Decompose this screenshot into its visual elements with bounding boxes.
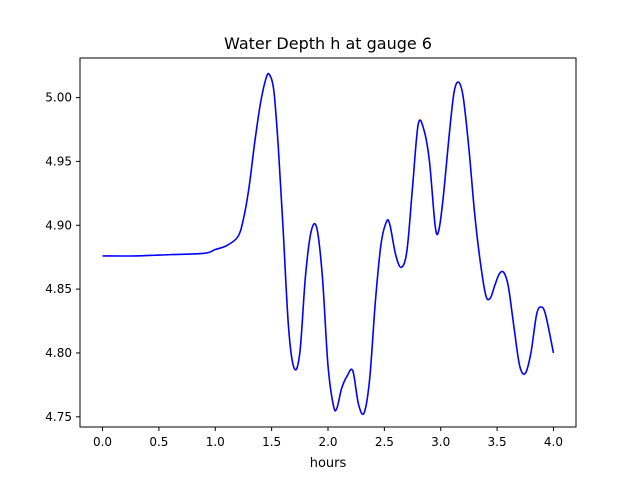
chart-title: Water Depth h at gauge 6	[224, 34, 432, 53]
x-tick-label: 1.0	[206, 435, 225, 449]
y-tick-label: 4.85	[45, 282, 72, 296]
y-tick-label: 5.00	[45, 91, 72, 105]
series-layer	[102, 72, 555, 416]
x-tick-label: 3.5	[488, 435, 507, 449]
y-tick-label: 4.95	[45, 154, 72, 168]
y-tick-label: 4.80	[45, 346, 72, 360]
series-line	[102, 72, 555, 416]
x-tick-label: 4.0	[544, 435, 563, 449]
x-axis: 0.0 0.5 1.0 1.5 2.0 2.5 3.0 3.5 4.0	[93, 427, 563, 449]
x-tick-label: 1.5	[262, 435, 281, 449]
x-tick-label: 2.0	[318, 435, 337, 449]
x-tick-label: 0.0	[93, 435, 112, 449]
y-tick-label: 4.90	[45, 218, 72, 232]
y-tick-label: 4.75	[45, 410, 72, 424]
x-axis-label: hours	[310, 456, 347, 471]
x-tick-label: 3.0	[431, 435, 450, 449]
x-tick-label: 0.5	[149, 435, 168, 449]
y-axis: 4.75 4.80 4.85 4.90 4.95 5.00	[45, 91, 80, 424]
x-tick-label: 2.5	[375, 435, 394, 449]
